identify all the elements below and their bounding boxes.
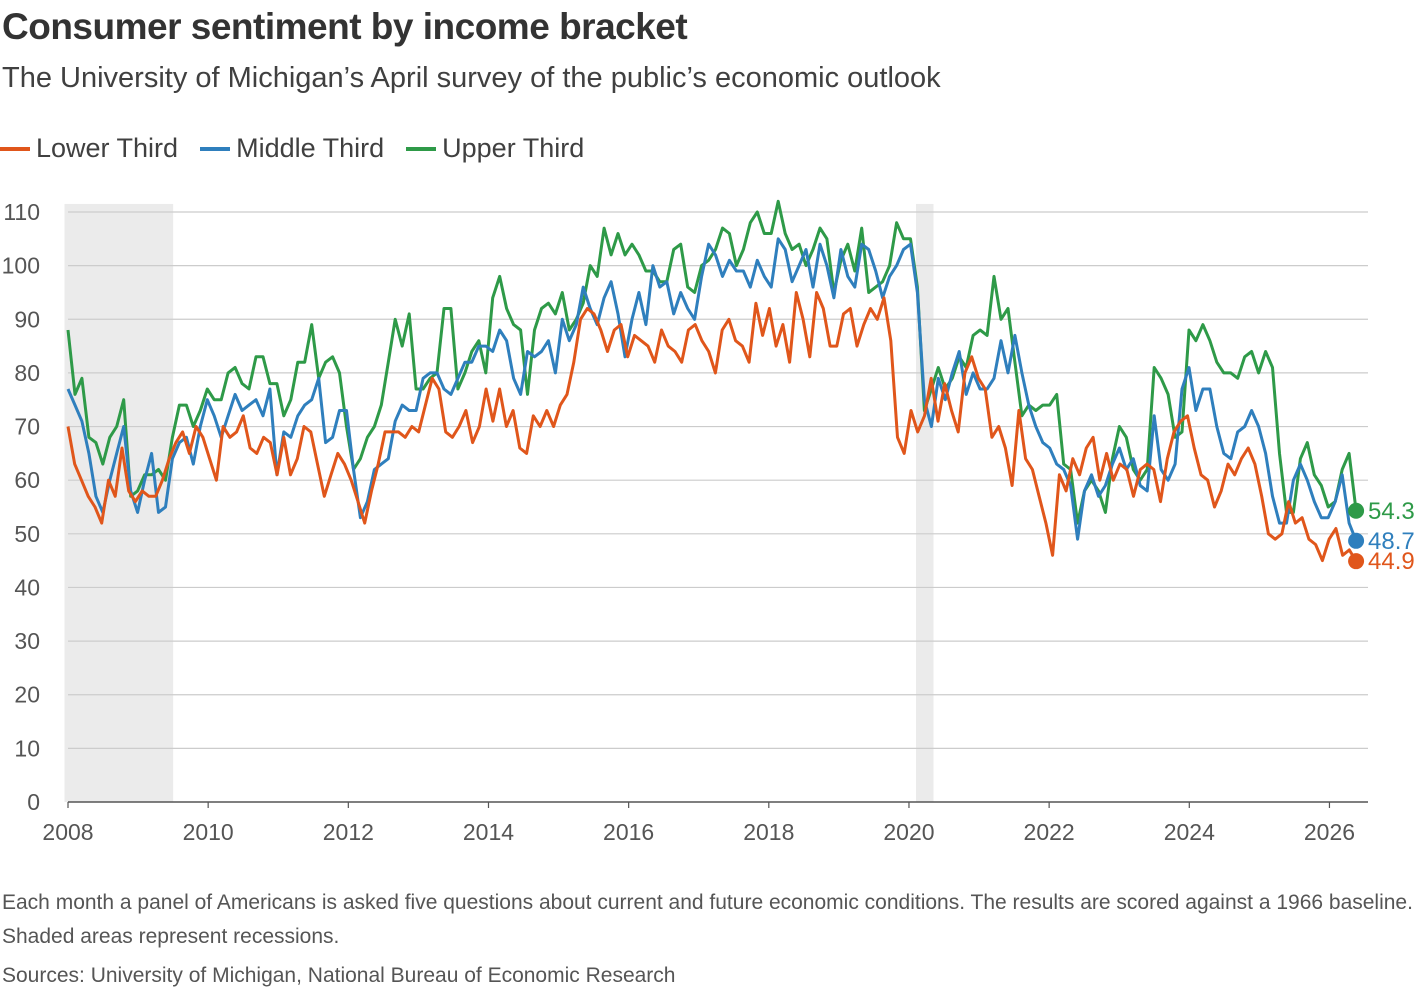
chart-source: Sources: University of Michigan, Nationa… xyxy=(2,964,675,988)
x-tick-label: 2016 xyxy=(603,819,654,845)
end-label-upper: 54.3 xyxy=(1368,498,1415,525)
y-tick-label: 10 xyxy=(14,735,40,761)
y-tick-label: 40 xyxy=(14,574,40,600)
y-tick-label: 100 xyxy=(2,253,40,279)
legend-item-middle: Middle Third xyxy=(200,133,384,164)
legend: Lower Third Middle Third Upper Third xyxy=(0,133,584,164)
y-tick-label: 70 xyxy=(14,414,40,440)
legend-label-middle: Middle Third xyxy=(236,133,384,164)
end-label-middle: 48.7 xyxy=(1368,528,1415,555)
y-tick-label: 50 xyxy=(14,521,40,547)
x-tick-label: 2008 xyxy=(42,819,93,845)
legend-swatch-upper xyxy=(406,147,436,151)
x-tick-label: 2020 xyxy=(883,819,934,845)
x-tick-label: 2014 xyxy=(463,819,514,845)
line-chart: 0 10 20 30 40 50 60 70 80 90 100 110 2008 2010 2012 201… xyxy=(0,180,1420,860)
x-tick-label: 2010 xyxy=(183,819,234,845)
y-tick-label: 30 xyxy=(14,628,40,654)
end-point-upper xyxy=(1348,503,1364,519)
y-tick-label: 110 xyxy=(3,199,40,225)
legend-item-upper: Upper Third xyxy=(406,133,584,164)
y-tick-label: 80 xyxy=(14,360,40,386)
x-tick-label: 2026 xyxy=(1304,819,1355,845)
y-tick-label: 0 xyxy=(27,789,40,815)
y-tick-label: 60 xyxy=(14,467,40,493)
end-point-lower xyxy=(1348,553,1364,569)
y-tick-label: 90 xyxy=(14,306,40,332)
y-tick-label: 20 xyxy=(14,682,40,708)
legend-item-lower: Lower Third xyxy=(0,133,178,164)
legend-swatch-middle xyxy=(200,147,230,151)
legend-swatch-lower xyxy=(0,147,30,151)
x-tick-label: 2018 xyxy=(743,819,794,845)
chart-title: Consumer sentiment by income bracket xyxy=(2,6,687,48)
end-point-middle xyxy=(1348,533,1364,549)
x-tick-label: 2022 xyxy=(1024,819,1075,845)
legend-label-upper: Upper Third xyxy=(442,133,584,164)
chart-subtitle: The University of Michigan’s April surve… xyxy=(2,62,941,95)
x-tick-label: 2024 xyxy=(1164,819,1215,845)
x-tick-label: 2012 xyxy=(323,819,374,845)
chart-note: Each month a panel of Americans is asked… xyxy=(2,886,1418,954)
legend-label-lower: Lower Third xyxy=(36,133,178,164)
